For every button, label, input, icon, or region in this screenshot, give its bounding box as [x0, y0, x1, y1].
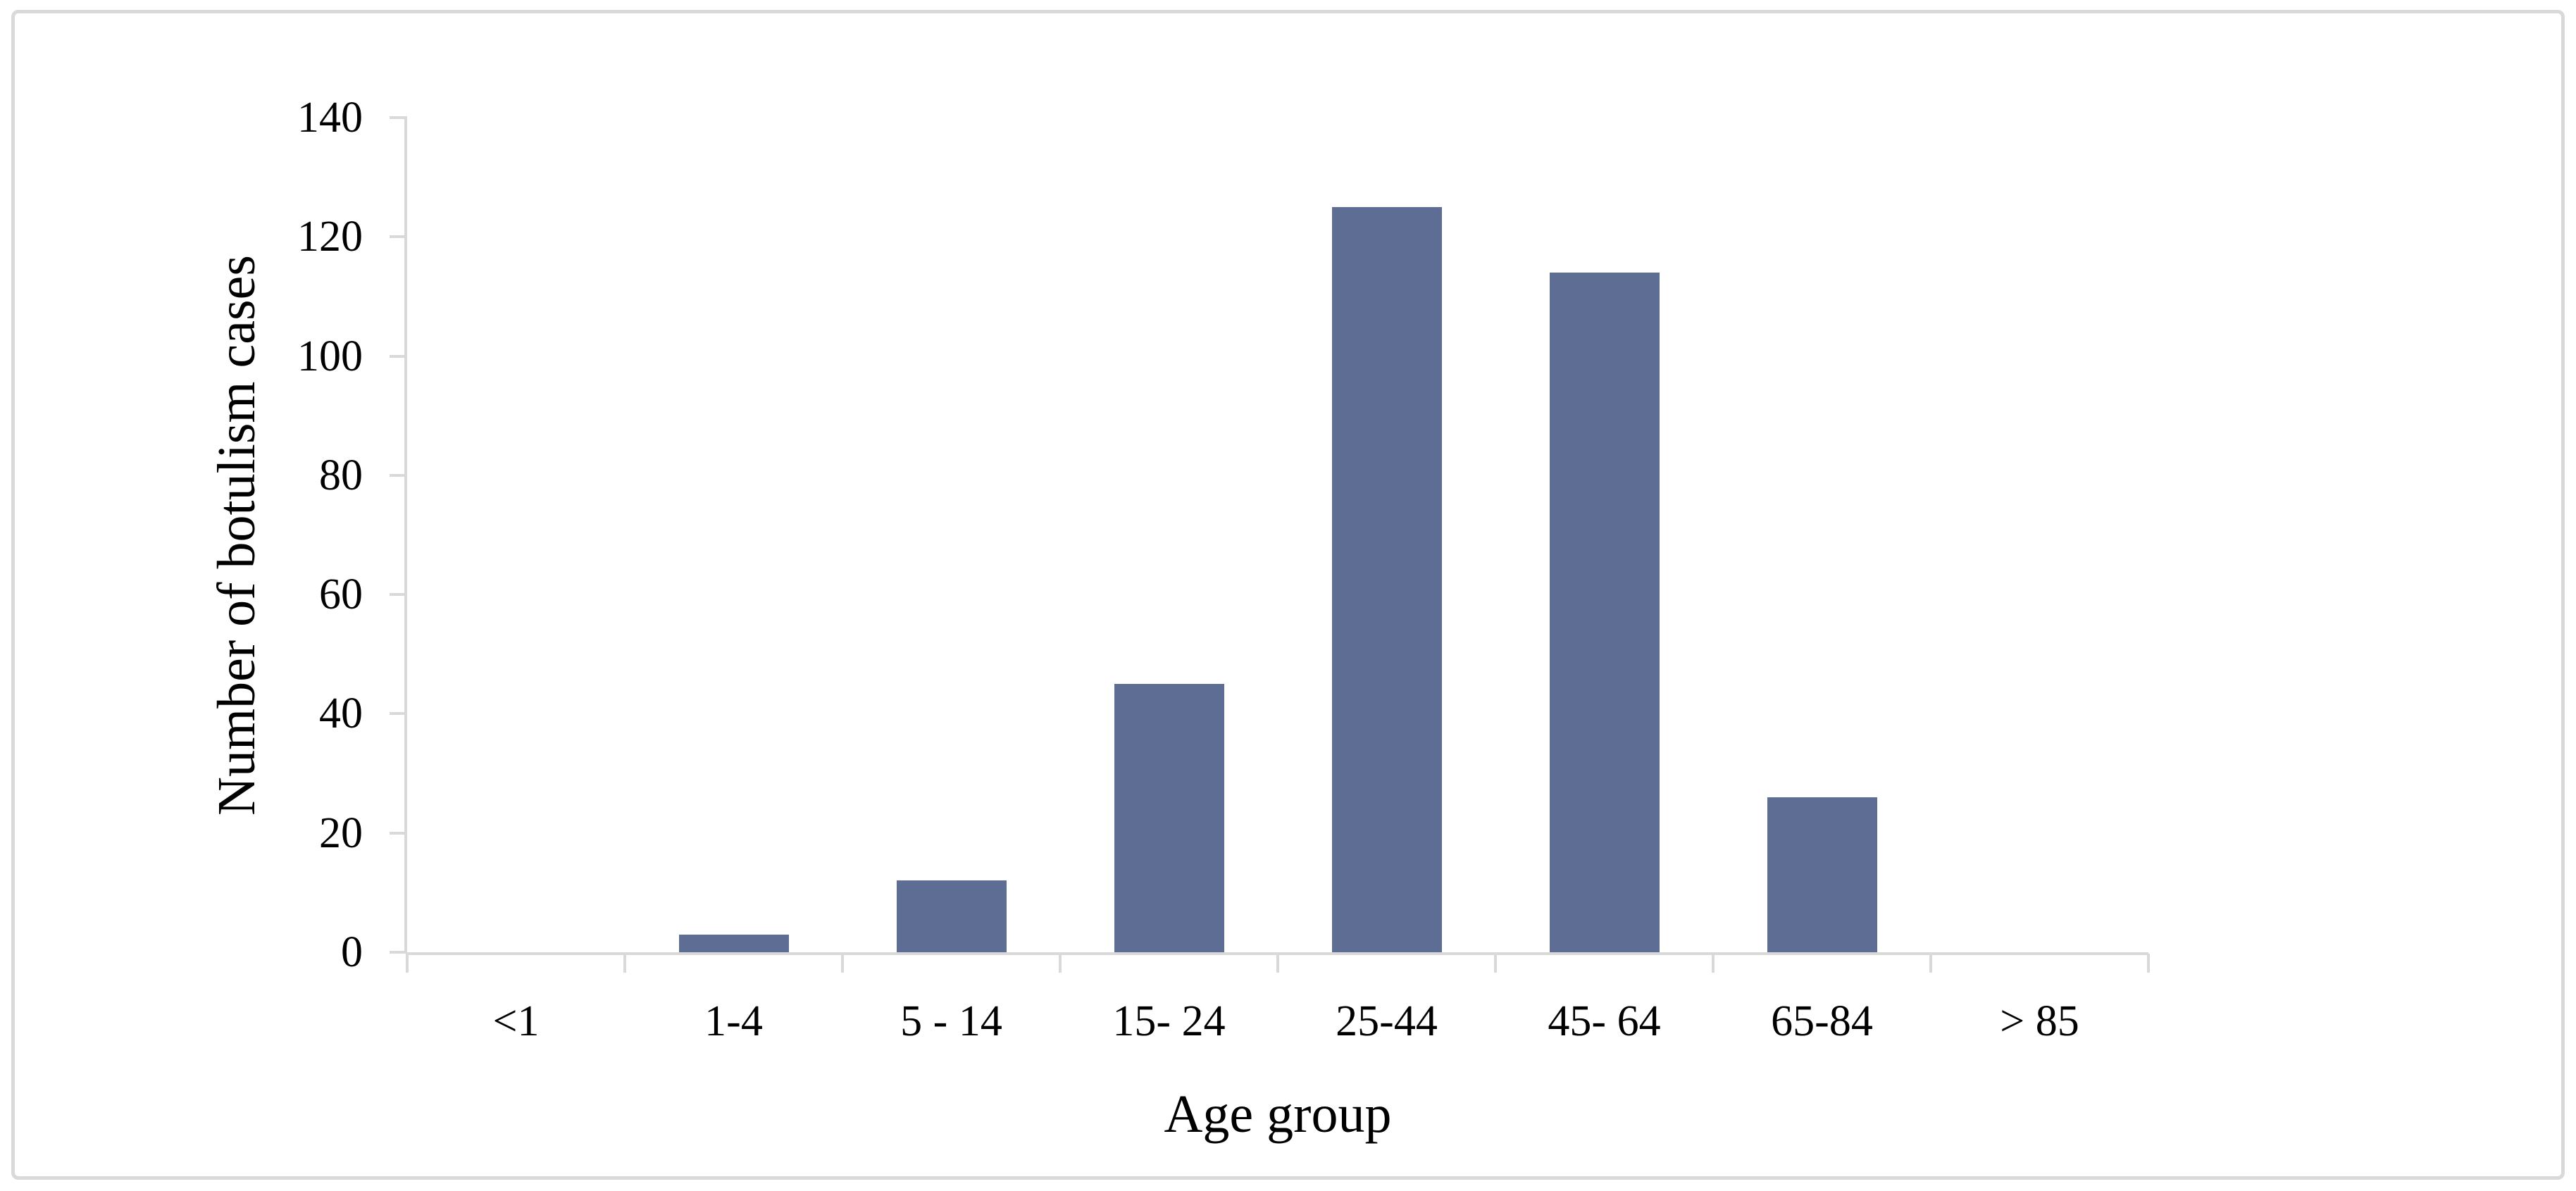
y-tick-label: 120 — [297, 213, 363, 261]
y-tick-mark — [390, 354, 407, 358]
y-axis-line — [404, 118, 407, 952]
y-tick-mark — [390, 593, 407, 597]
x-tick-mark — [841, 954, 844, 973]
x-tick-label: 5 - 14 — [900, 997, 1002, 1045]
y-tick-mark — [390, 712, 407, 716]
y-tick-label: 40 — [319, 690, 363, 738]
x-tick-label: 15- 24 — [1112, 997, 1226, 1045]
x-tick-mark — [1059, 954, 1062, 973]
x-tick-mark — [1276, 954, 1279, 973]
y-tick-label: 80 — [319, 451, 363, 499]
y-tick-label: 140 — [297, 94, 363, 142]
x-tick-mark — [1929, 954, 1932, 973]
x-tick-label: > 85 — [2000, 997, 2079, 1045]
bar-5-14 — [897, 880, 1007, 952]
figure-border — [11, 10, 2565, 1180]
y-tick-mark — [390, 951, 407, 954]
y-tick-mark — [390, 831, 407, 835]
bar-45-64 — [1550, 273, 1660, 952]
x-tick-mark — [2147, 954, 2150, 973]
y-tick-label: 100 — [297, 332, 363, 380]
y-tick-label: 0 — [341, 928, 363, 976]
x-tick-label: 65-84 — [1771, 997, 1873, 1045]
x-axis-title: Age group — [1164, 1085, 1392, 1144]
bar-65-84 — [1767, 797, 1877, 952]
x-tick-label: 45- 64 — [1548, 997, 1661, 1045]
y-tick-label: 60 — [319, 570, 363, 619]
y-tick-mark — [390, 116, 407, 119]
x-tick-label: 25-44 — [1336, 997, 1438, 1045]
bar-15-24 — [1114, 684, 1224, 952]
x-tick-label: <1 — [492, 997, 540, 1045]
x-tick-mark — [1712, 954, 1715, 973]
bar-1-4 — [679, 935, 789, 952]
bar-25-44 — [1332, 207, 1442, 952]
x-tick-label: 1-4 — [704, 997, 763, 1045]
y-tick-mark — [390, 473, 407, 477]
x-tick-mark — [1494, 954, 1497, 973]
x-tick-mark — [406, 954, 409, 973]
x-tick-mark — [623, 954, 626, 973]
y-tick-mark — [390, 235, 407, 239]
y-tick-label: 20 — [319, 809, 363, 857]
